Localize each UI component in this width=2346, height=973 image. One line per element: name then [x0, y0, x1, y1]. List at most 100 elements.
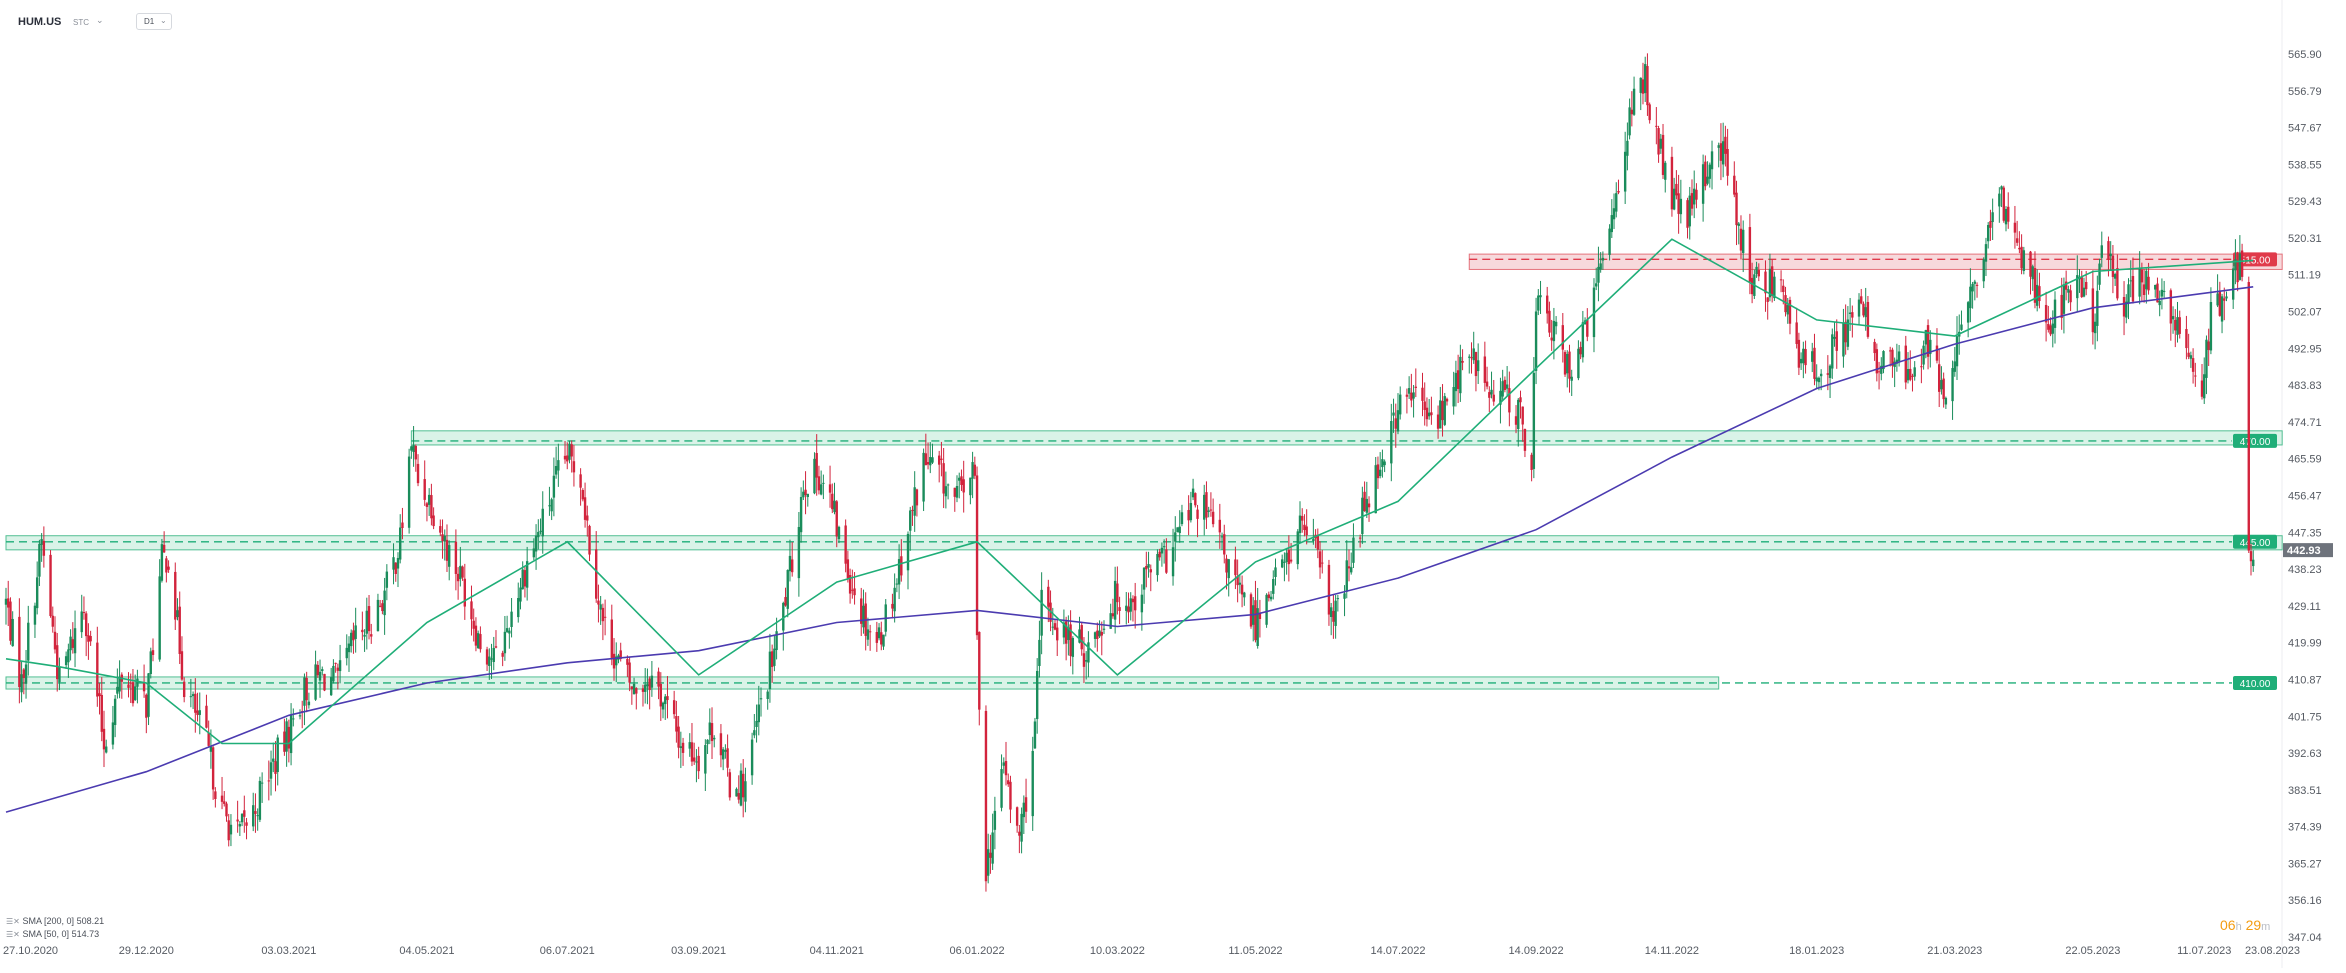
- candle-body[interactable]: [307, 701, 311, 706]
- candle-body[interactable]: [906, 533, 910, 571]
- candle-body[interactable]: [568, 443, 571, 460]
- candle-body[interactable]: [1234, 559, 1237, 576]
- candle-body[interactable]: [318, 671, 322, 681]
- candle-body[interactable]: [243, 810, 246, 817]
- candle-body[interactable]: [1421, 387, 1424, 401]
- candle-body[interactable]: [554, 466, 558, 475]
- candle-body[interactable]: [659, 684, 662, 707]
- candle-body[interactable]: [630, 686, 634, 690]
- candle-body[interactable]: [782, 602, 785, 631]
- candle-body[interactable]: [1321, 562, 1324, 564]
- candle-body[interactable]: [619, 650, 622, 659]
- candle-body[interactable]: [993, 810, 997, 830]
- candle-body[interactable]: [1877, 371, 1881, 373]
- candle-body[interactable]: [552, 475, 556, 498]
- candle-body[interactable]: [1595, 283, 1598, 287]
- candle-body[interactable]: [1797, 339, 1801, 368]
- candle-body[interactable]: [1133, 596, 1137, 611]
- candle-body[interactable]: [51, 615, 54, 627]
- candle-body[interactable]: [1942, 378, 1945, 400]
- candle-body[interactable]: [1053, 623, 1057, 630]
- candle-body[interactable]: [2098, 263, 2101, 285]
- candle-body[interactable]: [1336, 598, 1340, 600]
- candle-body[interactable]: [338, 660, 342, 672]
- candle-body[interactable]: [225, 803, 228, 817]
- candle-body[interactable]: [1454, 372, 1458, 392]
- candle-body[interactable]: [1171, 547, 1175, 577]
- candle-body[interactable]: [557, 460, 560, 471]
- candle-body[interactable]: [1024, 797, 1028, 812]
- candle-body[interactable]: [2044, 304, 2048, 323]
- candle-body[interactable]: [2191, 358, 2195, 372]
- candle-body[interactable]: [1750, 277, 1754, 295]
- candle-body[interactable]: [681, 742, 685, 753]
- candle-body[interactable]: [1973, 281, 1977, 284]
- candle-body[interactable]: [1864, 307, 1867, 318]
- candle-body[interactable]: [739, 770, 743, 806]
- candle-body[interactable]: [1873, 341, 1876, 354]
- candle-body[interactable]: [2187, 352, 2190, 357]
- candle-body[interactable]: [891, 603, 894, 609]
- candle-body[interactable]: [534, 535, 538, 552]
- candle-body[interactable]: [1701, 164, 1705, 204]
- candle-body[interactable]: [182, 681, 186, 698]
- candle-body[interactable]: [1145, 565, 1148, 570]
- candle-body[interactable]: [688, 742, 691, 749]
- candle-body[interactable]: [635, 688, 638, 694]
- candle-body[interactable]: [1612, 208, 1616, 220]
- candle-body[interactable]: [1165, 549, 1168, 573]
- candle-body[interactable]: [376, 599, 380, 632]
- candle-body[interactable]: [38, 543, 41, 577]
- candle-body[interactable]: [1020, 813, 1023, 842]
- candle-body[interactable]: [822, 482, 825, 484]
- candle-body[interactable]: [806, 493, 809, 498]
- candle-body[interactable]: [1111, 613, 1115, 617]
- candle-body[interactable]: [2223, 298, 2226, 301]
- candle-body[interactable]: [2038, 286, 2041, 302]
- candle-body[interactable]: [58, 667, 61, 683]
- candle-body[interactable]: [1078, 629, 1081, 643]
- candle-body[interactable]: [1158, 551, 1161, 558]
- candle-body[interactable]: [1708, 164, 1711, 179]
- candle-body[interactable]: [416, 463, 420, 484]
- candle-body[interactable]: [804, 489, 807, 496]
- candle-body[interactable]: [1786, 305, 1789, 315]
- candle-body[interactable]: [1289, 559, 1293, 562]
- candle-body[interactable]: [851, 589, 854, 591]
- candle-body[interactable]: [1392, 412, 1395, 416]
- candle-body[interactable]: [476, 633, 480, 649]
- candle-body[interactable]: [1577, 348, 1580, 379]
- candle-body[interactable]: [991, 832, 994, 864]
- candle-body[interactable]: [713, 737, 716, 740]
- candle-body[interactable]: [385, 571, 389, 588]
- candle-body[interactable]: [1399, 394, 1402, 415]
- candle-body[interactable]: [1405, 394, 1409, 397]
- candle-body[interactable]: [40, 539, 43, 545]
- candle-body[interactable]: [64, 656, 68, 666]
- candle-body[interactable]: [953, 487, 956, 497]
- candle-body[interactable]: [22, 669, 26, 679]
- candle-body[interactable]: [1383, 461, 1386, 466]
- support-zone[interactable]: [5, 676, 1720, 690]
- candle-body[interactable]: [819, 484, 823, 495]
- candle-body[interactable]: [1439, 400, 1442, 429]
- candle-body[interactable]: [151, 650, 155, 655]
- candle-body[interactable]: [1799, 358, 1803, 364]
- candle-body[interactable]: [1688, 195, 1691, 227]
- candle-body[interactable]: [82, 612, 86, 614]
- candle-body[interactable]: [1236, 575, 1239, 586]
- candle-body[interactable]: [332, 665, 335, 682]
- candle-body[interactable]: [127, 684, 130, 688]
- candle-body[interactable]: [1601, 257, 1605, 261]
- candle-body[interactable]: [784, 597, 787, 606]
- candle-body[interactable]: [1456, 370, 1460, 389]
- candle-body[interactable]: [2216, 293, 2219, 306]
- candle-body[interactable]: [2185, 329, 2188, 349]
- candle-body[interactable]: [1851, 312, 1854, 318]
- candle-body[interactable]: [292, 718, 295, 720]
- candle-body[interactable]: [1875, 349, 1879, 374]
- candle-body[interactable]: [868, 631, 872, 633]
- candle-body[interactable]: [563, 455, 567, 460]
- candle-body[interactable]: [276, 737, 279, 773]
- candle-body[interactable]: [1069, 624, 1072, 657]
